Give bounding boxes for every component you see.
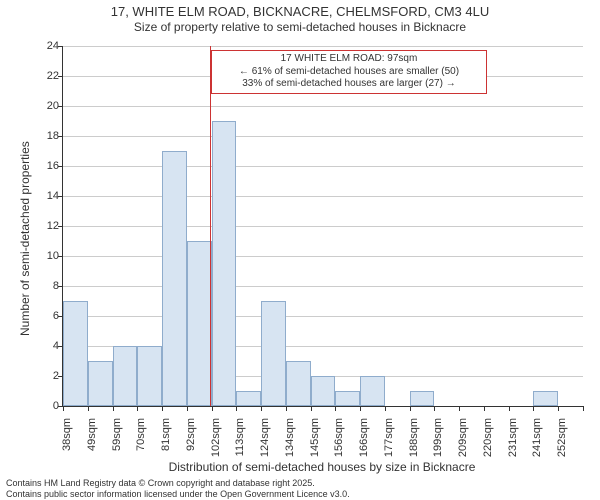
title-line1: 17, WHITE ELM ROAD, BICKNACRE, CHELMSFOR… — [0, 4, 600, 20]
histogram-bar — [137, 346, 162, 406]
x-tick — [360, 406, 361, 411]
histogram-bar — [335, 391, 360, 406]
footer-attribution: Contains HM Land Registry data © Crown c… — [6, 478, 350, 500]
title-line2: Size of property relative to semi-detach… — [0, 20, 600, 35]
histogram-bar — [360, 376, 385, 406]
histogram-bar — [113, 346, 138, 406]
chart-container: 17, WHITE ELM ROAD, BICKNACRE, CHELMSFOR… — [0, 0, 600, 500]
annotation-line: 33% of semi-detached houses are larger (… — [216, 78, 482, 91]
gridline-h — [63, 286, 583, 287]
gridline-h — [63, 226, 583, 227]
x-tick — [385, 406, 386, 411]
histogram-bar — [311, 376, 336, 406]
y-tick-label: 18 — [35, 130, 59, 142]
y-tick-label: 2 — [35, 370, 59, 382]
y-tick-label: 16 — [35, 160, 59, 172]
plot-area: 02468101214161820222438sqm49sqm59sqm70sq… — [62, 46, 583, 407]
x-tick — [88, 406, 89, 411]
y-tick-label: 10 — [35, 250, 59, 262]
footer-line2: Contains public sector information licen… — [6, 489, 350, 500]
chart-title: 17, WHITE ELM ROAD, BICKNACRE, CHELMSFOR… — [0, 4, 600, 35]
y-tick-label: 14 — [35, 190, 59, 202]
histogram-bar — [261, 301, 286, 406]
gridline-h — [63, 166, 583, 167]
x-tick — [261, 406, 262, 411]
histogram-bar — [286, 361, 311, 406]
x-tick — [509, 406, 510, 411]
gridline-h — [63, 106, 583, 107]
y-tick-label: 12 — [35, 220, 59, 232]
y-tick-label: 24 — [35, 40, 59, 52]
x-tick — [162, 406, 163, 411]
gridline-h — [63, 46, 583, 47]
x-tick — [459, 406, 460, 411]
x-tick — [434, 406, 435, 411]
x-tick — [484, 406, 485, 411]
x-tick — [113, 406, 114, 411]
histogram-bar — [533, 391, 558, 406]
histogram-bar — [236, 391, 261, 406]
y-tick-label: 4 — [35, 340, 59, 352]
x-tick — [286, 406, 287, 411]
x-tick — [410, 406, 411, 411]
gridline-h — [63, 136, 583, 137]
gridline-h — [63, 196, 583, 197]
x-tick — [583, 406, 584, 411]
annotation-line: ← 61% of semi-detached houses are smalle… — [216, 66, 482, 79]
annotation-line: 17 WHITE ELM ROAD: 97sqm — [216, 53, 482, 66]
histogram-bar — [88, 361, 113, 406]
histogram-bar — [187, 241, 212, 406]
histogram-bar — [63, 301, 88, 406]
y-tick-label: 22 — [35, 70, 59, 82]
y-tick-label: 6 — [35, 310, 59, 322]
x-tick — [137, 406, 138, 411]
x-tick — [558, 406, 559, 411]
histogram-bar — [162, 151, 187, 406]
x-axis-label: Distribution of semi-detached houses by … — [62, 460, 582, 474]
gridline-h — [63, 316, 583, 317]
x-tick — [63, 406, 64, 411]
gridline-h — [63, 256, 583, 257]
x-tick — [335, 406, 336, 411]
x-tick — [236, 406, 237, 411]
histogram-bar — [212, 121, 237, 406]
y-tick-label: 0 — [35, 400, 59, 412]
annotation-box: 17 WHITE ELM ROAD: 97sqm← 61% of semi-de… — [211, 50, 487, 94]
x-tick — [212, 406, 213, 411]
x-tick — [533, 406, 534, 411]
y-tick-label: 8 — [35, 280, 59, 292]
y-tick-label: 20 — [35, 100, 59, 112]
x-tick — [187, 406, 188, 411]
x-tick — [311, 406, 312, 411]
reference-line — [210, 46, 211, 406]
y-axis-label: Number of semi-detached properties — [18, 141, 32, 336]
footer-line1: Contains HM Land Registry data © Crown c… — [6, 478, 350, 489]
histogram-bar — [410, 391, 435, 406]
